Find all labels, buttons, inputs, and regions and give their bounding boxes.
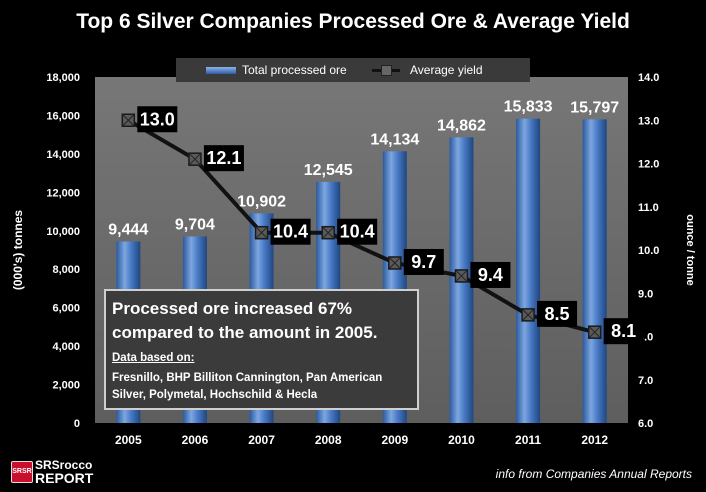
y-left-tick-label: 14,000	[46, 149, 80, 161]
y-right-tick-label: 9.0	[638, 288, 653, 300]
x-tick-label: 2011	[515, 433, 541, 447]
bar-data-label: 15,797	[570, 99, 619, 116]
legend: Total processed ore Average yield	[176, 58, 530, 82]
yield-data-label: 10.4	[273, 222, 308, 242]
x-tick-label: 2012	[581, 433, 608, 447]
annotation-box: Processed ore increased 67% compared to …	[104, 289, 419, 410]
y-right-tick-label: 14.0	[638, 72, 659, 84]
bar-data-label: 14,862	[437, 117, 486, 134]
legend-swatch-processed-ore	[206, 67, 236, 74]
yield-label-box	[270, 218, 311, 245]
y-right-tick-label: 11.0	[638, 202, 659, 214]
bar-data-label: 9,704	[175, 216, 215, 233]
yield-marker-cross	[189, 153, 201, 165]
y-right-tick-label: 6.0	[638, 418, 653, 430]
bar-data-label: 15,833	[504, 99, 553, 116]
y-right-tick-label: 12.0	[638, 159, 659, 171]
bar-data-label: 9,444	[108, 221, 148, 238]
yield-marker-cross	[522, 309, 534, 321]
x-tick-label: 2010	[448, 433, 475, 447]
y-left-tick-label: 16,000	[46, 110, 80, 122]
logo-mark: SRSR	[11, 461, 33, 483]
annotation-detail: Fresnillo, BHP Billiton Cannington, Pan …	[112, 372, 383, 401]
y-axis-right-label: ounce / tonne	[684, 214, 696, 286]
legend-swatch-yield-marker	[381, 65, 392, 76]
bar-data-label: 10,902	[237, 193, 286, 210]
y-left-tick-label: 4,000	[52, 341, 80, 353]
yield-data-label: 8.1	[611, 321, 636, 341]
y-left-tick-label: 2,000	[52, 380, 80, 392]
yield-marker-cross	[122, 114, 134, 126]
chart-title: Top 6 Silver Companies Processed Ore & A…	[76, 10, 630, 33]
yield-label-box	[337, 218, 378, 245]
x-tick-label: 2007	[248, 433, 275, 447]
y-right-tick-label: 13.0	[638, 115, 659, 127]
yield-marker-cross	[322, 227, 334, 239]
y-left-tick-label: 18,000	[46, 72, 80, 84]
bar-data-label: 12,545	[304, 162, 353, 179]
x-tick-label: 2008	[315, 433, 342, 447]
yield-marker-cross	[589, 326, 601, 338]
logo-line2: REPORT	[35, 470, 94, 486]
yield-marker-cross	[456, 270, 467, 282]
yield-data-label: 12.1	[206, 148, 241, 168]
yield-label-box	[203, 145, 244, 172]
yield-marker-cross	[389, 257, 401, 269]
legend-label-processed-ore: Total processed ore	[242, 63, 347, 77]
y-left-tick-label: 6,000	[52, 303, 80, 315]
yield-data-label: 13.0	[140, 109, 175, 129]
yield-label-box	[470, 261, 511, 288]
x-tick-label: 2005	[115, 433, 142, 447]
bar-processed-ore	[516, 118, 541, 424]
x-tick-label: 2006	[182, 433, 209, 447]
annotation-headline: Processed ore increased 67% compared to …	[112, 299, 378, 342]
source-credit: info from Companies Annual Reports	[495, 467, 692, 481]
x-tick-label: 2009	[381, 433, 408, 447]
srsrocco-logo: SRSR SRSrocco REPORT	[11, 459, 123, 485]
yield-marker-cross	[256, 227, 267, 239]
yield-data-label: 8.5	[545, 304, 570, 324]
yield-data-label: 10.4	[340, 222, 375, 242]
legend-label-average-yield: Average yield	[410, 63, 483, 77]
yield-label-box	[603, 318, 644, 345]
y-right-tick-label: 7.0	[638, 375, 653, 387]
yield-label-box	[403, 248, 444, 275]
y-axis-left-label: (000's) tonnes	[11, 210, 25, 291]
logo-line1: SRSrocco	[35, 458, 93, 472]
y-left-tick-label: 10,000	[46, 226, 80, 238]
y-left-tick-label: 12,000	[46, 187, 80, 199]
y-right-tick-label: 10.0	[638, 245, 659, 257]
yield-data-label: 9.7	[411, 252, 436, 272]
yield-data-label: 9.4	[478, 265, 503, 285]
y-left-tick-label: 0	[74, 418, 80, 430]
yield-label-box	[537, 300, 578, 327]
line-average-yield	[127, 118, 596, 335]
y-left-tick-label: 8,000	[52, 264, 80, 276]
yield-label-box	[137, 106, 178, 133]
bar-processed-ore	[582, 119, 607, 423]
annotation-subheading: Data based on:	[112, 352, 195, 364]
bar-data-label: 14,134	[370, 131, 419, 148]
